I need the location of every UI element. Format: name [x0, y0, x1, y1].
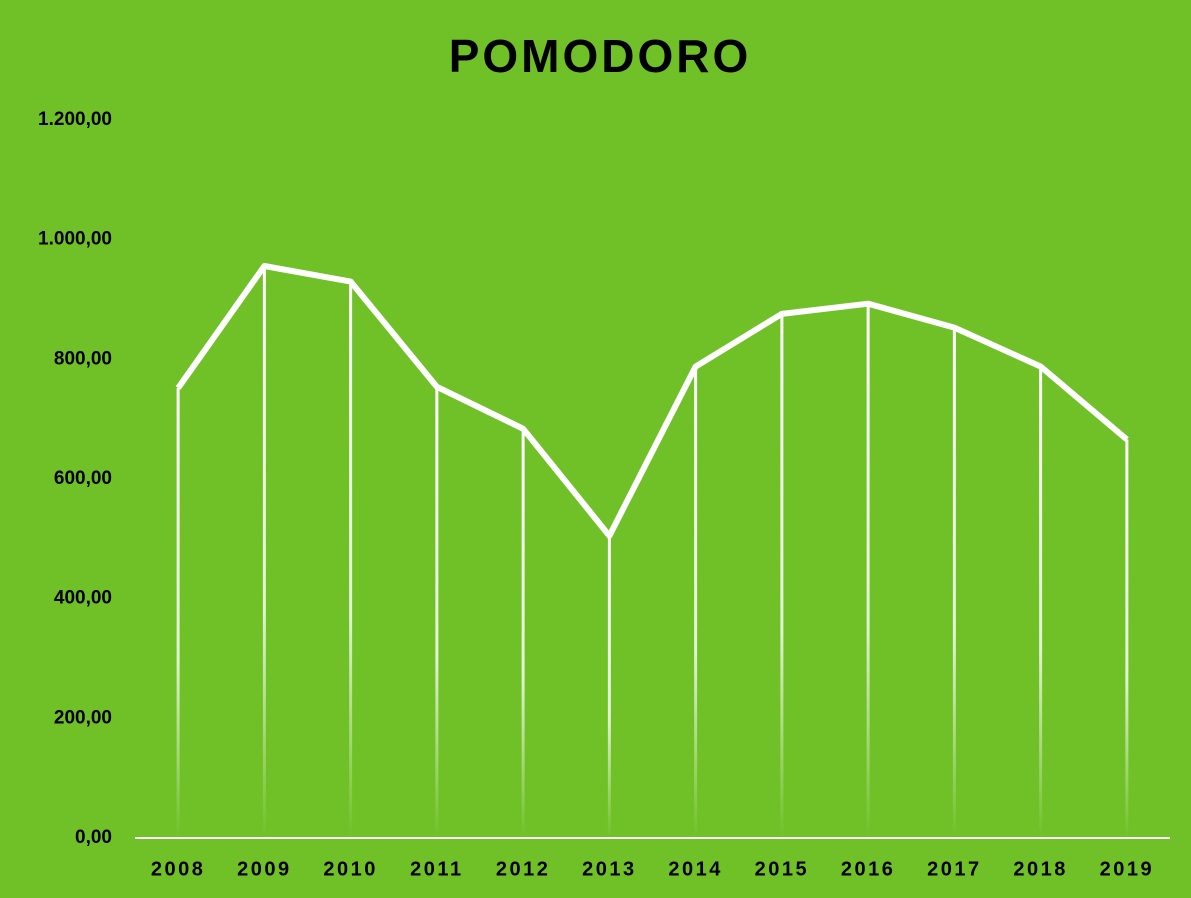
- x-tick-label: 2018: [1013, 858, 1068, 880]
- y-tick-label: 800,00: [54, 348, 112, 369]
- y-tick-label: 1.000,00: [38, 229, 112, 250]
- x-tick-label: 2008: [151, 858, 206, 880]
- x-tick-label: 2009: [237, 858, 292, 880]
- drop-line: [262, 265, 266, 838]
- drop-line: [780, 313, 784, 838]
- x-tick-label: 2014: [668, 858, 723, 880]
- drop-line: [952, 327, 956, 838]
- x-tick-label: 2010: [323, 858, 378, 880]
- y-tick-label: 600,00: [54, 468, 112, 489]
- line: [175, 262, 1129, 539]
- y-tick-label: 1.200,00: [38, 109, 112, 130]
- x-tick-label: 2015: [755, 858, 810, 880]
- drop-line: [694, 366, 698, 838]
- drop-line: [435, 386, 439, 838]
- drop-line: [521, 428, 525, 838]
- y-tick-label: 0,00: [75, 827, 112, 848]
- x-tick-label: 2017: [927, 858, 982, 880]
- y-tick-label: 400,00: [54, 588, 112, 609]
- x-tick-label: 2011: [410, 858, 463, 880]
- drop-line: [176, 388, 180, 838]
- drop-line: [1125, 439, 1129, 838]
- drop-line: [866, 303, 870, 838]
- drop-line: [349, 281, 353, 838]
- drop-line: [1039, 366, 1043, 838]
- x-tick-label: 2012: [496, 858, 551, 880]
- chart-title: POMODORO: [449, 30, 752, 82]
- x-tick-label: 2013: [582, 858, 637, 880]
- x-tick-label: 2019: [1100, 858, 1155, 880]
- x-tick-label: 2016: [841, 858, 896, 880]
- drop-line: [607, 535, 611, 838]
- y-tick-label: 200,00: [54, 707, 112, 728]
